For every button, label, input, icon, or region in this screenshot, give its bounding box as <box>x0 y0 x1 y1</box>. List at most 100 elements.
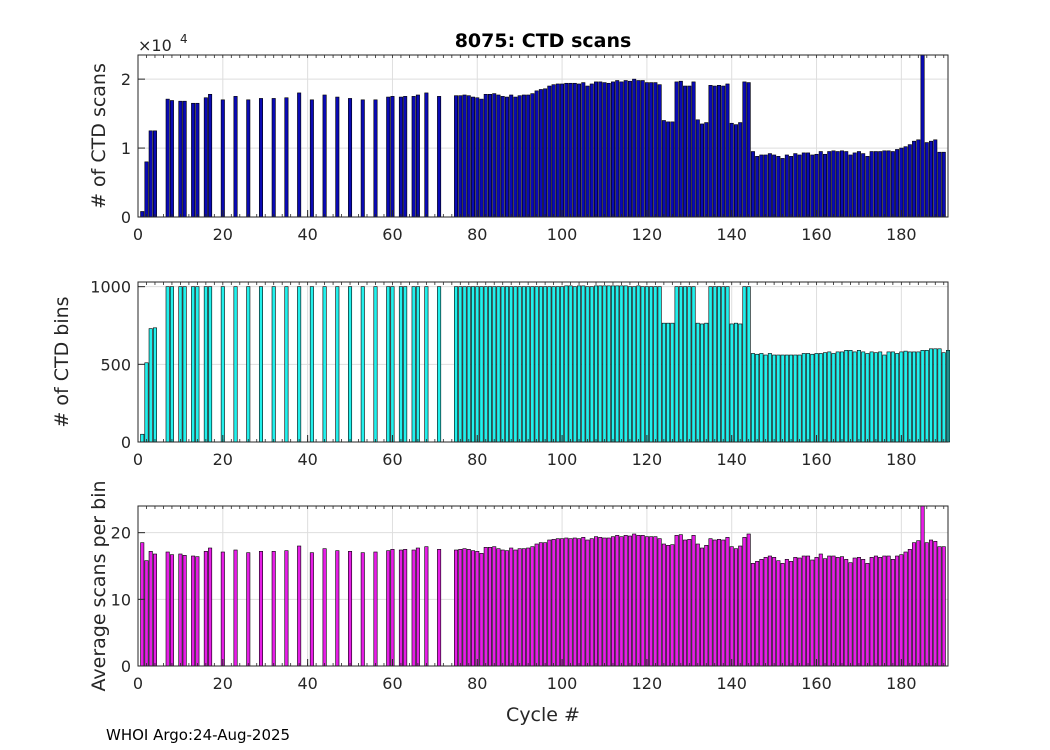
bar-cycle-118 <box>636 80 641 218</box>
bar-cycle-56 <box>373 286 378 443</box>
bar-cycle-100 <box>560 538 565 667</box>
bar-cycle-29 <box>258 98 263 218</box>
bar-cycle-92 <box>526 547 531 667</box>
bar-cycle-189 <box>937 546 942 667</box>
bar-cycle-108 <box>594 81 599 218</box>
bar-cycle-190 <box>941 546 946 667</box>
bar-cycle-87 <box>504 96 509 218</box>
bar-cycle-164 <box>831 150 836 218</box>
bar-cycle-89 <box>513 96 518 218</box>
bar-cycle-158 <box>806 152 811 218</box>
bar-cycle-170 <box>856 350 861 443</box>
bar-cycle-56 <box>373 99 378 218</box>
bar-cycle-81 <box>479 553 484 667</box>
bar-cycle-167 <box>844 151 849 218</box>
bar-cycle-166 <box>839 556 844 667</box>
bar-cycle-107 <box>589 538 594 667</box>
bar-cycle-134 <box>704 322 709 443</box>
bar-cycle-16 <box>203 286 208 443</box>
bar-cycle-63 <box>403 286 408 443</box>
bar-cycle-111 <box>606 285 611 443</box>
bar-cycle-161 <box>818 151 823 218</box>
bar-cycle-147 <box>759 154 764 218</box>
bar-cycle-156 <box>797 154 802 218</box>
x-tick-label: 140 <box>716 225 747 244</box>
x-tick-label: 60 <box>382 450 402 469</box>
bar-cycle-94 <box>534 543 539 667</box>
bar-cycle-90 <box>517 95 522 218</box>
bar-cycle-157 <box>801 555 806 667</box>
bar-cycle-128 <box>678 286 683 443</box>
bar-cycle-2 <box>144 560 149 667</box>
bar-cycle-148 <box>763 557 768 667</box>
bar-cycle-129 <box>683 286 688 443</box>
bar-cycle-32 <box>271 98 276 218</box>
bar-cycle-168 <box>848 350 853 443</box>
bar-cycle-81 <box>479 98 484 218</box>
x-tick-label: 160 <box>801 225 832 244</box>
bar-cycle-140 <box>729 122 734 218</box>
bar-cycle-171 <box>861 153 866 218</box>
bar-cycle-139 <box>725 537 730 667</box>
bar-cycle-91 <box>521 94 526 218</box>
bar-cycle-135 <box>708 85 713 218</box>
bar-cycle-16 <box>203 551 208 667</box>
bar-cycle-62 <box>398 549 403 667</box>
bar-cycle-145 <box>750 151 755 218</box>
bar-cycle-110 <box>602 537 607 667</box>
bar-cycle-38 <box>297 92 302 218</box>
bar-cycle-142 <box>738 545 743 667</box>
bar-cycle-121 <box>649 536 654 667</box>
bar-cycle-187 <box>929 539 934 667</box>
bar-cycle-97 <box>547 286 552 443</box>
bar-cycle-87 <box>504 550 509 667</box>
y-tick-label: 0 <box>121 208 131 227</box>
bar-cycle-132 <box>695 543 700 667</box>
bar-cycle-115 <box>623 535 628 667</box>
bar-cycle-160 <box>814 153 819 218</box>
bar-cycle-110 <box>602 82 607 218</box>
bar-cycle-98 <box>551 286 556 443</box>
bar-cycle-86 <box>500 286 505 443</box>
bar-cycle-75 <box>454 286 459 443</box>
bar-cycle-80 <box>475 97 480 218</box>
bar-cycle-161 <box>818 353 823 443</box>
bar-cycle-176 <box>882 354 887 443</box>
bar-cycle-162 <box>823 352 828 443</box>
bar-cycle-181 <box>903 146 908 218</box>
bar-cycle-190 <box>941 352 946 443</box>
bar-cycle-169 <box>852 152 857 218</box>
bar-cycle-149 <box>767 153 772 218</box>
bar-cycle-137 <box>716 85 721 218</box>
bar-cycle-159 <box>810 353 815 443</box>
bar-cycle-10 <box>178 553 183 667</box>
bar-cycle-158 <box>806 555 811 667</box>
y-tick-label: 0 <box>121 433 131 452</box>
bar-cycle-143 <box>742 537 747 667</box>
bar-cycle-14 <box>195 102 200 218</box>
bar-cycle-187 <box>929 140 934 218</box>
bar-cycle-160 <box>814 557 819 667</box>
bar-cycle-178 <box>890 151 895 218</box>
bar-cycle-141 <box>733 124 738 218</box>
bar-cycle-76 <box>458 286 463 443</box>
bar-cycle-13 <box>191 555 196 667</box>
bar-cycle-84 <box>492 93 497 218</box>
y-axis-label: # of CTD scans <box>88 63 110 209</box>
bar-cycle-65 <box>411 96 416 218</box>
bar-cycle-139 <box>725 83 730 218</box>
bar-cycle-132 <box>695 322 700 443</box>
bar-cycle-163 <box>827 151 832 218</box>
bar-cycle-127 <box>674 535 679 667</box>
bar-cycle-116 <box>627 286 632 443</box>
bar-cycle-10 <box>178 100 183 218</box>
bar-cycle-122 <box>653 536 658 667</box>
bar-cycle-125 <box>666 121 671 218</box>
bar-cycle-123 <box>657 538 662 667</box>
bar-cycle-140 <box>729 323 734 443</box>
bar-cycle-150 <box>772 557 777 667</box>
bar-cycle-132 <box>695 119 700 218</box>
bar-cycle-157 <box>801 152 806 218</box>
bar-cycle-89 <box>513 549 518 667</box>
bar-cycle-127 <box>674 81 679 218</box>
